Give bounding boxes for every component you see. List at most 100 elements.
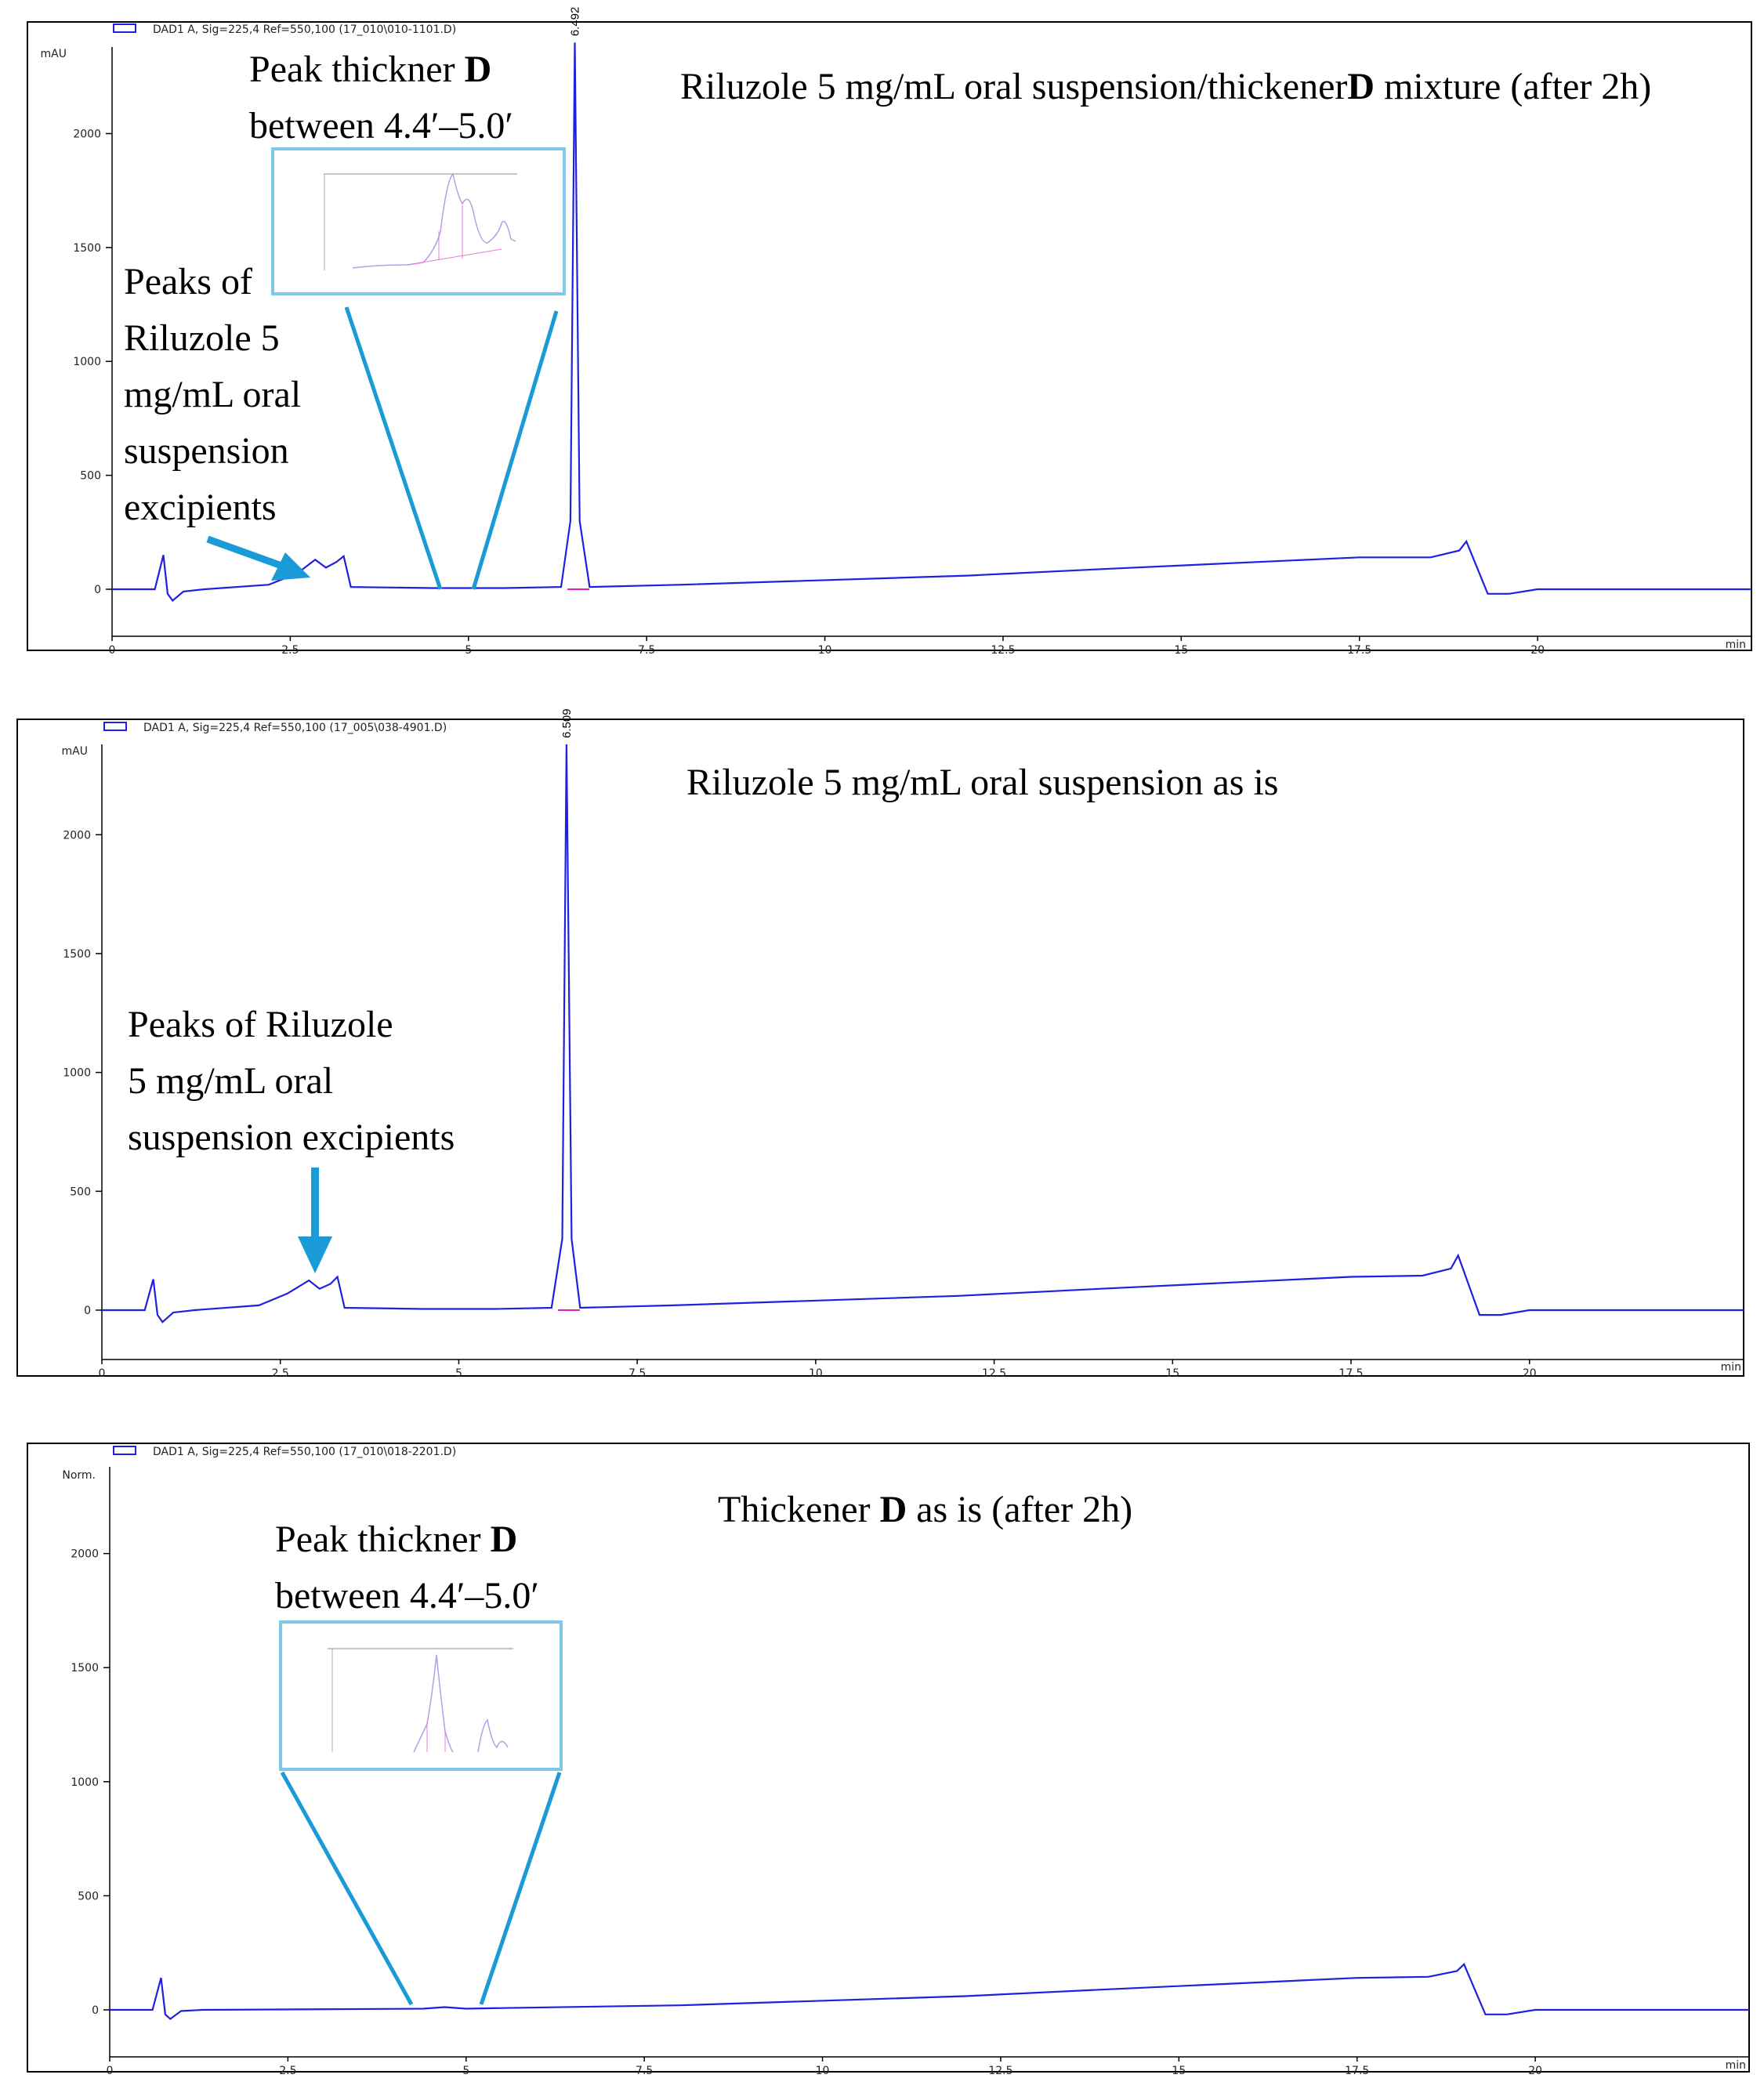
legend: DAD1 A, Sig=225,4 Ref=550,100 (17_005\03… (103, 722, 447, 734)
x-tick-label: 0 (107, 2065, 114, 2077)
x-tick-label: 10 (809, 1367, 823, 1380)
annotation-text: mixture (after 2h) (1375, 66, 1651, 107)
annotation-text: between 4.4′–5.0′ (249, 105, 513, 147)
x-tick-label: 2.5 (272, 1367, 289, 1380)
x-tick-label: 5 (455, 1367, 462, 1380)
x-tick-label: 15 (1174, 644, 1188, 657)
x-tick-label: 12.5 (991, 644, 1015, 657)
y-tick-label: 1000 (71, 1776, 99, 1789)
x-tick-label: 5 (465, 644, 472, 657)
x-tick-label: 15 (1172, 2065, 1186, 2077)
x-tick-label: 12.5 (982, 1367, 1006, 1380)
x-tick-label: 7.5 (628, 1367, 646, 1380)
zoom-connector-right (479, 1772, 562, 2005)
y-tick-label: 2000 (63, 829, 91, 842)
chromatogram-trace (110, 1962, 1749, 2021)
y-tick-label: 2000 (73, 128, 101, 140)
zoom-connector-right (471, 310, 559, 590)
zoom-inset (271, 147, 566, 590)
annotation-excipient-peaks: Peaks of Riluzole 5 mg/mL oral suspension … (128, 1004, 455, 1158)
annotation-text: suspension (124, 430, 289, 472)
plot-frame (27, 1443, 1750, 2073)
annotation-text: Peaks of (124, 261, 252, 302)
y-tick-label: 500 (80, 470, 101, 483)
legend-swatch (113, 24, 136, 33)
y-tick-label: 0 (92, 2004, 99, 2017)
annotation-text: Peaks of Riluzole (128, 1004, 393, 1045)
x-unit-label: min (1721, 1361, 1741, 1374)
annotation-text: 5 mg/mL oral (128, 1060, 333, 1102)
plot-frame (27, 21, 1752, 651)
annotation-text: Riluzole 5 mg/mL oral suspension/thicken… (680, 66, 1347, 107)
zoom-thumbnail (324, 172, 517, 270)
chromatogram-trace (112, 42, 1751, 603)
legend: DAD1 A, Sig=225,4 Ref=550,100 (17_010\01… (113, 24, 456, 36)
legend-swatch (103, 722, 127, 731)
annotation-sample-title: Riluzole 5 mg/mL oral suspension as is (686, 762, 1278, 803)
annotation-excipient-peaks: Peaks of Riluzole 5 mg/mL oral suspension ex… (124, 261, 301, 528)
zoom-connector-left (280, 1771, 414, 2006)
annotation-sample-title: Thickener D as is (after 2h) (718, 1489, 1132, 1530)
x-tick-label: 0 (109, 644, 116, 657)
legend-label: DAD1 A, Sig=225,4 Ref=550,100 (17_010\01… (153, 1446, 456, 1458)
annotation-text: Thickener (718, 1489, 880, 1530)
x-tick-label: 7.5 (636, 2065, 653, 2077)
y-tick-label: 1500 (73, 242, 101, 255)
x-tick-label: 17.5 (1338, 1367, 1363, 1380)
y-tick-label: 0 (84, 1305, 91, 1317)
x-tick-label: 17.5 (1345, 2065, 1369, 2077)
x-tick-label: 20 (1530, 644, 1545, 657)
y-tick-label: 0 (94, 584, 101, 596)
y-tick-label: 2000 (71, 1548, 99, 1561)
zoom-connector-left (344, 306, 443, 590)
legend-label: DAD1 A, Sig=225,4 Ref=550,100 (17_005\03… (143, 722, 447, 734)
legend: DAD1 A, Sig=225,4 Ref=550,100 (17_010\01… (113, 1446, 456, 1458)
peak-retention-label: 6.492 (568, 7, 581, 37)
y-tick-label: 1000 (73, 356, 101, 368)
y-tick-label: 1500 (63, 948, 91, 961)
x-tick-label: 2.5 (281, 644, 299, 657)
chromatogram-trace (102, 744, 1744, 1323)
x-tick-label: 20 (1523, 1367, 1537, 1380)
zoom-box (271, 147, 566, 295)
x-tick-label: 17.5 (1347, 644, 1371, 657)
x-tick-label: 20 (1528, 2065, 1542, 2077)
x-tick-label: 7.5 (638, 644, 655, 657)
x-unit-label: min (1726, 639, 1746, 651)
annotation-text: suspension excipients (128, 1117, 455, 1158)
zoom-box (279, 1620, 563, 1771)
y-tick-label: 1500 (71, 1662, 99, 1674)
zoom-inset (279, 1620, 563, 2006)
y-unit-label: mAU (41, 48, 67, 60)
annotation-text: D (491, 1519, 518, 1560)
x-unit-label: min (1726, 2059, 1746, 2072)
annotation-text: Riluzole 5 mg/mL oral suspension as is (686, 762, 1278, 803)
legend-label: DAD1 A, Sig=225,4 Ref=550,100 (17_010\01… (153, 24, 456, 36)
annotation-text: Peak thickner (249, 49, 465, 90)
x-tick-label: 5 (462, 2065, 469, 2077)
x-tick-label: 2.5 (279, 2065, 296, 2077)
y-tick-label: 1000 (63, 1067, 91, 1080)
annotation-text: D (880, 1489, 907, 1530)
chromatogram-panel-suspension: DAD1 A, Sig=225,4 Ref=550,100 (17_005\03… (16, 708, 1744, 1380)
annotation-text: D (1347, 66, 1375, 107)
annotation-text: mg/mL oral (124, 374, 301, 415)
annotation-sample-title: Riluzole 5 mg/mL oral suspension/thicken… (680, 66, 1651, 107)
x-tick-label: 0 (99, 1367, 106, 1380)
chromatogram-panel-mixture: DAD1 A, Sig=225,4 Ref=550,100 (17_010\01… (27, 7, 1752, 657)
plot-frame (16, 719, 1744, 1377)
annotation-text: D (465, 49, 492, 90)
legend-swatch (113, 1446, 136, 1455)
excipient-arrow (298, 1168, 332, 1273)
y-tick-label: 500 (78, 1890, 99, 1903)
peak-retention-label: 6.509 (560, 708, 574, 738)
annotation-text: between 4.4′–5.0′ (275, 1575, 539, 1617)
x-tick-label: 12.5 (988, 2065, 1012, 2077)
zoom-thumbnail (328, 1648, 513, 1753)
annotation-text: Riluzole 5 (124, 317, 280, 359)
y-tick-label: 500 (70, 1186, 91, 1198)
annotation-text: Peak thickner (275, 1519, 491, 1560)
